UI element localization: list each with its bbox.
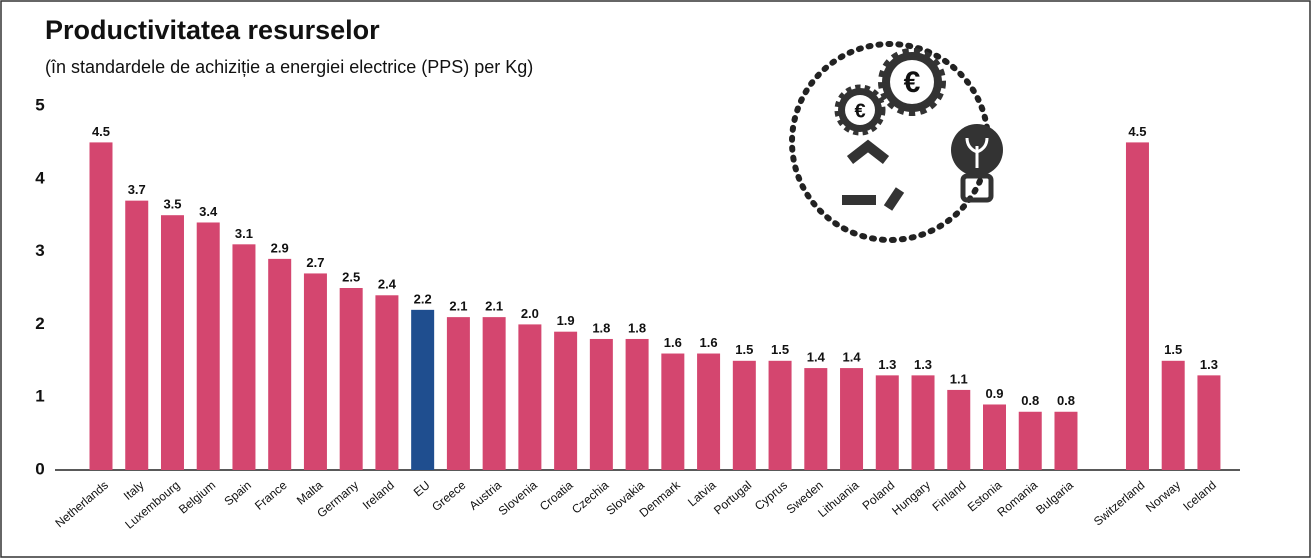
icon-symbol: € (904, 66, 921, 99)
bar (303, 273, 327, 470)
value-label: 0.9 (985, 386, 1003, 401)
value-label: 4.5 (1128, 124, 1146, 139)
bar (268, 258, 292, 470)
chart-subtitle: (în standardele de achiziție a energiei … (45, 57, 533, 77)
bar (1125, 142, 1149, 470)
bar (411, 309, 435, 470)
bar (232, 244, 256, 470)
bar (446, 317, 470, 470)
value-label: 4.5 (92, 124, 110, 139)
bar (339, 288, 363, 470)
leaf (965, 137, 989, 168)
icon-symbol: € (854, 100, 865, 122)
bar (732, 360, 756, 470)
bar (661, 353, 685, 470)
value-label: 2.4 (378, 277, 397, 292)
value-label: 1.4 (843, 350, 862, 365)
value-label: 1.6 (700, 335, 718, 350)
bulb-base (960, 173, 994, 203)
value-label: 1.3 (878, 357, 896, 372)
value-label: 2.5 (342, 269, 360, 284)
value-label: 3.4 (199, 204, 218, 219)
bar (89, 142, 113, 470)
bar (160, 215, 184, 470)
bar (1018, 411, 1042, 470)
bar (875, 375, 899, 470)
value-label: 2.1 (449, 299, 467, 314)
bar (911, 375, 935, 470)
value-label: 1.9 (557, 313, 575, 328)
chart-title: Productivitatea resurselor (45, 15, 380, 45)
bar (196, 222, 220, 470)
value-label: 0.8 (1021, 393, 1039, 408)
value-label: 1.6 (664, 335, 682, 350)
value-label: 3.7 (128, 182, 146, 197)
icon: € € (789, 41, 1003, 243)
value-label: 1.8 (592, 320, 610, 335)
bar (697, 353, 721, 470)
bar (375, 295, 399, 470)
bar (125, 200, 149, 470)
bar (589, 338, 613, 470)
y-tick-label: 4 (35, 168, 45, 187)
y-tick-label: 1 (35, 387, 44, 406)
value-label: 1.5 (771, 342, 789, 357)
value-label: 2.9 (271, 240, 289, 255)
value-label: 3.1 (235, 226, 253, 241)
bar (554, 331, 578, 470)
bar (518, 324, 542, 470)
value-label: 2.7 (306, 255, 324, 270)
value-label: 3.5 (163, 197, 181, 212)
value-label: 2.1 (485, 299, 503, 314)
value-label: 0.8 (1057, 393, 1075, 408)
value-label: 1.3 (1200, 357, 1218, 372)
bar (983, 404, 1006, 470)
bar (1161, 360, 1185, 470)
gear-hole (890, 60, 934, 104)
value-label: 1.3 (914, 357, 932, 372)
bar (804, 368, 828, 470)
value-label: 2.2 (414, 291, 432, 306)
bar (840, 368, 864, 470)
y-tick-label: 3 (35, 241, 44, 260)
bar (625, 338, 649, 470)
value-label: 1.5 (1164, 342, 1182, 357)
gear-hole (845, 95, 875, 125)
value-label: 2.0 (521, 306, 539, 321)
value-label: 1.1 (950, 371, 968, 386)
value-label: 1.4 (807, 350, 826, 365)
bar (1197, 375, 1221, 470)
value-label: 1.5 (735, 342, 753, 357)
y-tick-label: 0 (35, 459, 44, 478)
y-tick-label: 2 (35, 314, 44, 333)
value-label: 1.8 (628, 320, 646, 335)
recycle (842, 139, 905, 211)
bar (768, 360, 792, 470)
bar (947, 389, 971, 470)
bar (482, 317, 506, 470)
bar (1054, 411, 1078, 470)
y-tick-label: 5 (35, 95, 44, 114)
